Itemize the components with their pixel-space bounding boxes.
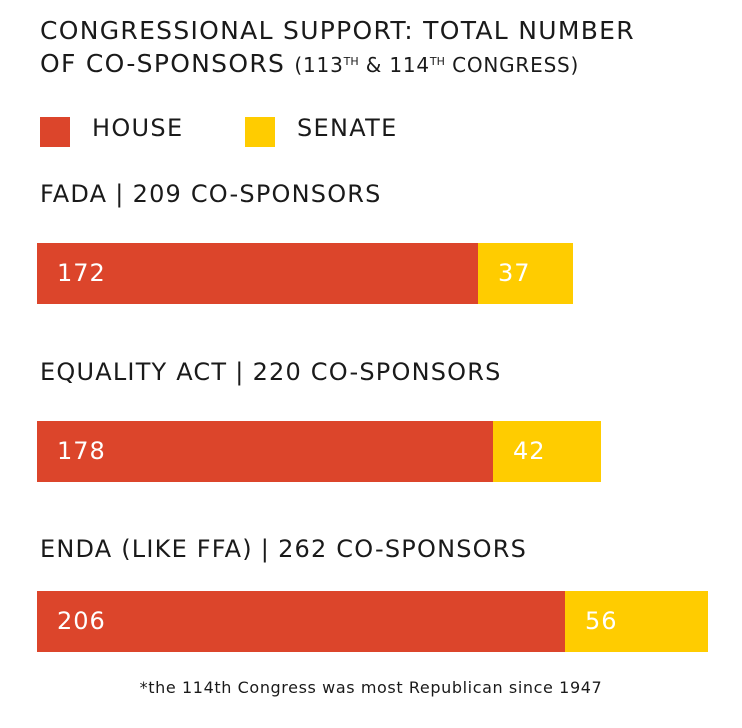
bar-value-label: 206 <box>57 607 106 635</box>
title-line-2: OF CO-SPONSORS (113TH & 114TH CONGRESS) <box>40 47 730 82</box>
bill-total: 220 CO-SPONSORS <box>252 358 502 386</box>
bill-name: FADA <box>40 180 108 208</box>
title-sup-1: TH <box>343 55 359 68</box>
bill-separator: | <box>115 180 125 208</box>
bill-name: ENDA (LIKE FFA) <box>40 535 253 563</box>
bar-senate-fada: 37 <box>478 243 573 304</box>
bill-separator: | <box>235 358 245 386</box>
title-congress-note: (113TH & 114TH CONGRESS) <box>294 53 579 77</box>
bar-value-label: 37 <box>498 259 531 287</box>
title-paren-open: (113 <box>294 53 344 77</box>
title-paren-close: CONGRESS) <box>444 53 580 77</box>
bill-name: EQUALITY ACT <box>40 358 228 386</box>
bill-separator: | <box>260 535 271 563</box>
bar-house-fada: 172 <box>37 243 478 304</box>
title-line-2-main: OF CO-SPONSORS <box>40 49 286 78</box>
bill-label-enda: ENDA (LIKE FFA) | 262 CO-SPONSORS <box>40 535 527 563</box>
legend-swatch-house <box>40 117 70 147</box>
bar-house-enda: 206 <box>37 591 565 652</box>
bar-senate-enda: 56 <box>565 591 708 652</box>
bill-label-equality-act: EQUALITY ACT | 220 CO-SPONSORS <box>40 358 502 386</box>
bar-value-label: 42 <box>513 437 546 465</box>
bar-value-label: 172 <box>57 259 106 287</box>
legend-label-senate: SENATE <box>297 114 398 142</box>
legend-swatch-senate <box>245 117 275 147</box>
bill-total: 262 CO-SPONSORS <box>278 535 528 563</box>
bar-senate-equality-act: 42 <box>493 421 601 482</box>
legend-label-house: HOUSE <box>92 114 184 142</box>
footnote: *the 114th Congress was most Republican … <box>139 678 603 697</box>
title-sup-2: TH <box>429 55 445 68</box>
chart-title: CONGRESSIONAL SUPPORT: TOTAL NUMBER OF C… <box>40 14 730 82</box>
bill-label-fada: FADA | 209 CO-SPONSORS <box>40 180 382 208</box>
title-amp: & 114 <box>358 53 430 77</box>
bar-value-label: 178 <box>57 437 106 465</box>
bar-house-equality-act: 178 <box>37 421 493 482</box>
bill-total: 209 CO-SPONSORS <box>132 180 382 208</box>
bar-value-label: 56 <box>585 607 618 635</box>
title-line-1: CONGRESSIONAL SUPPORT: TOTAL NUMBER <box>40 16 635 45</box>
